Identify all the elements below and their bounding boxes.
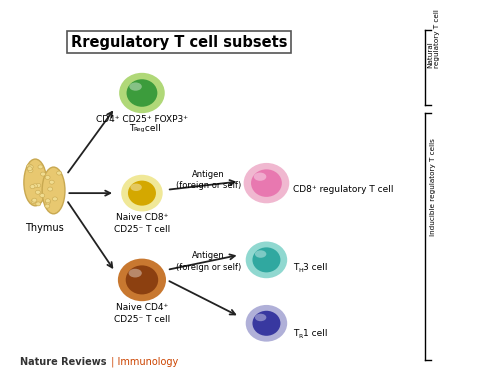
Ellipse shape	[126, 79, 158, 107]
Circle shape	[27, 164, 32, 168]
Text: Antigen
(foreign or self): Antigen (foreign or self)	[176, 252, 241, 272]
Ellipse shape	[42, 167, 65, 214]
Ellipse shape	[121, 175, 162, 211]
Text: Antigen
(foreign or self): Antigen (foreign or self)	[176, 170, 241, 190]
Circle shape	[32, 184, 38, 188]
Circle shape	[31, 200, 36, 203]
Circle shape	[40, 172, 46, 176]
Circle shape	[30, 184, 35, 189]
Ellipse shape	[255, 314, 266, 321]
Ellipse shape	[244, 163, 290, 203]
Circle shape	[36, 190, 41, 194]
Circle shape	[36, 202, 41, 206]
Circle shape	[38, 165, 43, 169]
Circle shape	[46, 199, 51, 203]
Text: Natural
regulatory T cell: Natural regulatory T cell	[427, 9, 440, 68]
Text: cell: cell	[142, 124, 161, 133]
Text: H: H	[298, 268, 302, 273]
Ellipse shape	[128, 269, 142, 278]
Circle shape	[28, 165, 33, 169]
Ellipse shape	[254, 172, 266, 181]
Text: Inducible regulatory T cells: Inducible regulatory T cells	[430, 138, 436, 236]
Circle shape	[40, 194, 45, 198]
Text: Reg: Reg	[133, 127, 144, 132]
Text: Naive CD4⁺
CD25⁻ T cell: Naive CD4⁺ CD25⁻ T cell	[114, 303, 170, 324]
Text: T: T	[294, 330, 299, 339]
Ellipse shape	[246, 305, 287, 342]
Ellipse shape	[130, 82, 142, 91]
Circle shape	[52, 197, 58, 201]
Ellipse shape	[246, 242, 287, 278]
Ellipse shape	[130, 183, 142, 191]
Circle shape	[27, 167, 32, 171]
Text: T: T	[294, 263, 299, 272]
Circle shape	[32, 198, 37, 202]
Circle shape	[28, 168, 33, 172]
Text: Rregulatory T cell subsets: Rregulatory T cell subsets	[71, 34, 288, 50]
Ellipse shape	[118, 259, 166, 301]
Circle shape	[36, 183, 40, 188]
Circle shape	[46, 200, 51, 204]
Text: CD8⁺ regulatory T cell: CD8⁺ regulatory T cell	[294, 185, 394, 194]
Text: CD4⁺ CD25⁺ FOXP3⁺: CD4⁺ CD25⁺ FOXP3⁺	[96, 115, 188, 124]
Ellipse shape	[126, 266, 158, 294]
Ellipse shape	[128, 181, 156, 206]
Ellipse shape	[252, 248, 280, 272]
Ellipse shape	[119, 73, 165, 113]
Text: 3 cell: 3 cell	[302, 263, 327, 272]
Text: Thymus: Thymus	[25, 223, 64, 233]
Circle shape	[45, 204, 50, 208]
Circle shape	[48, 187, 52, 191]
Ellipse shape	[252, 311, 280, 336]
Ellipse shape	[251, 170, 282, 197]
Ellipse shape	[24, 159, 46, 206]
Text: 1 cell: 1 cell	[302, 330, 327, 339]
Text: Nature Reviews: Nature Reviews	[20, 357, 106, 367]
Circle shape	[50, 180, 54, 184]
Circle shape	[45, 176, 50, 179]
Circle shape	[56, 171, 62, 175]
Text: | Immunology: | Immunology	[108, 356, 178, 367]
Text: R: R	[298, 334, 302, 339]
Text: T: T	[128, 124, 134, 133]
Ellipse shape	[255, 250, 266, 258]
Text: Naive CD8⁺
CD25⁻ T cell: Naive CD8⁺ CD25⁻ T cell	[114, 213, 170, 234]
